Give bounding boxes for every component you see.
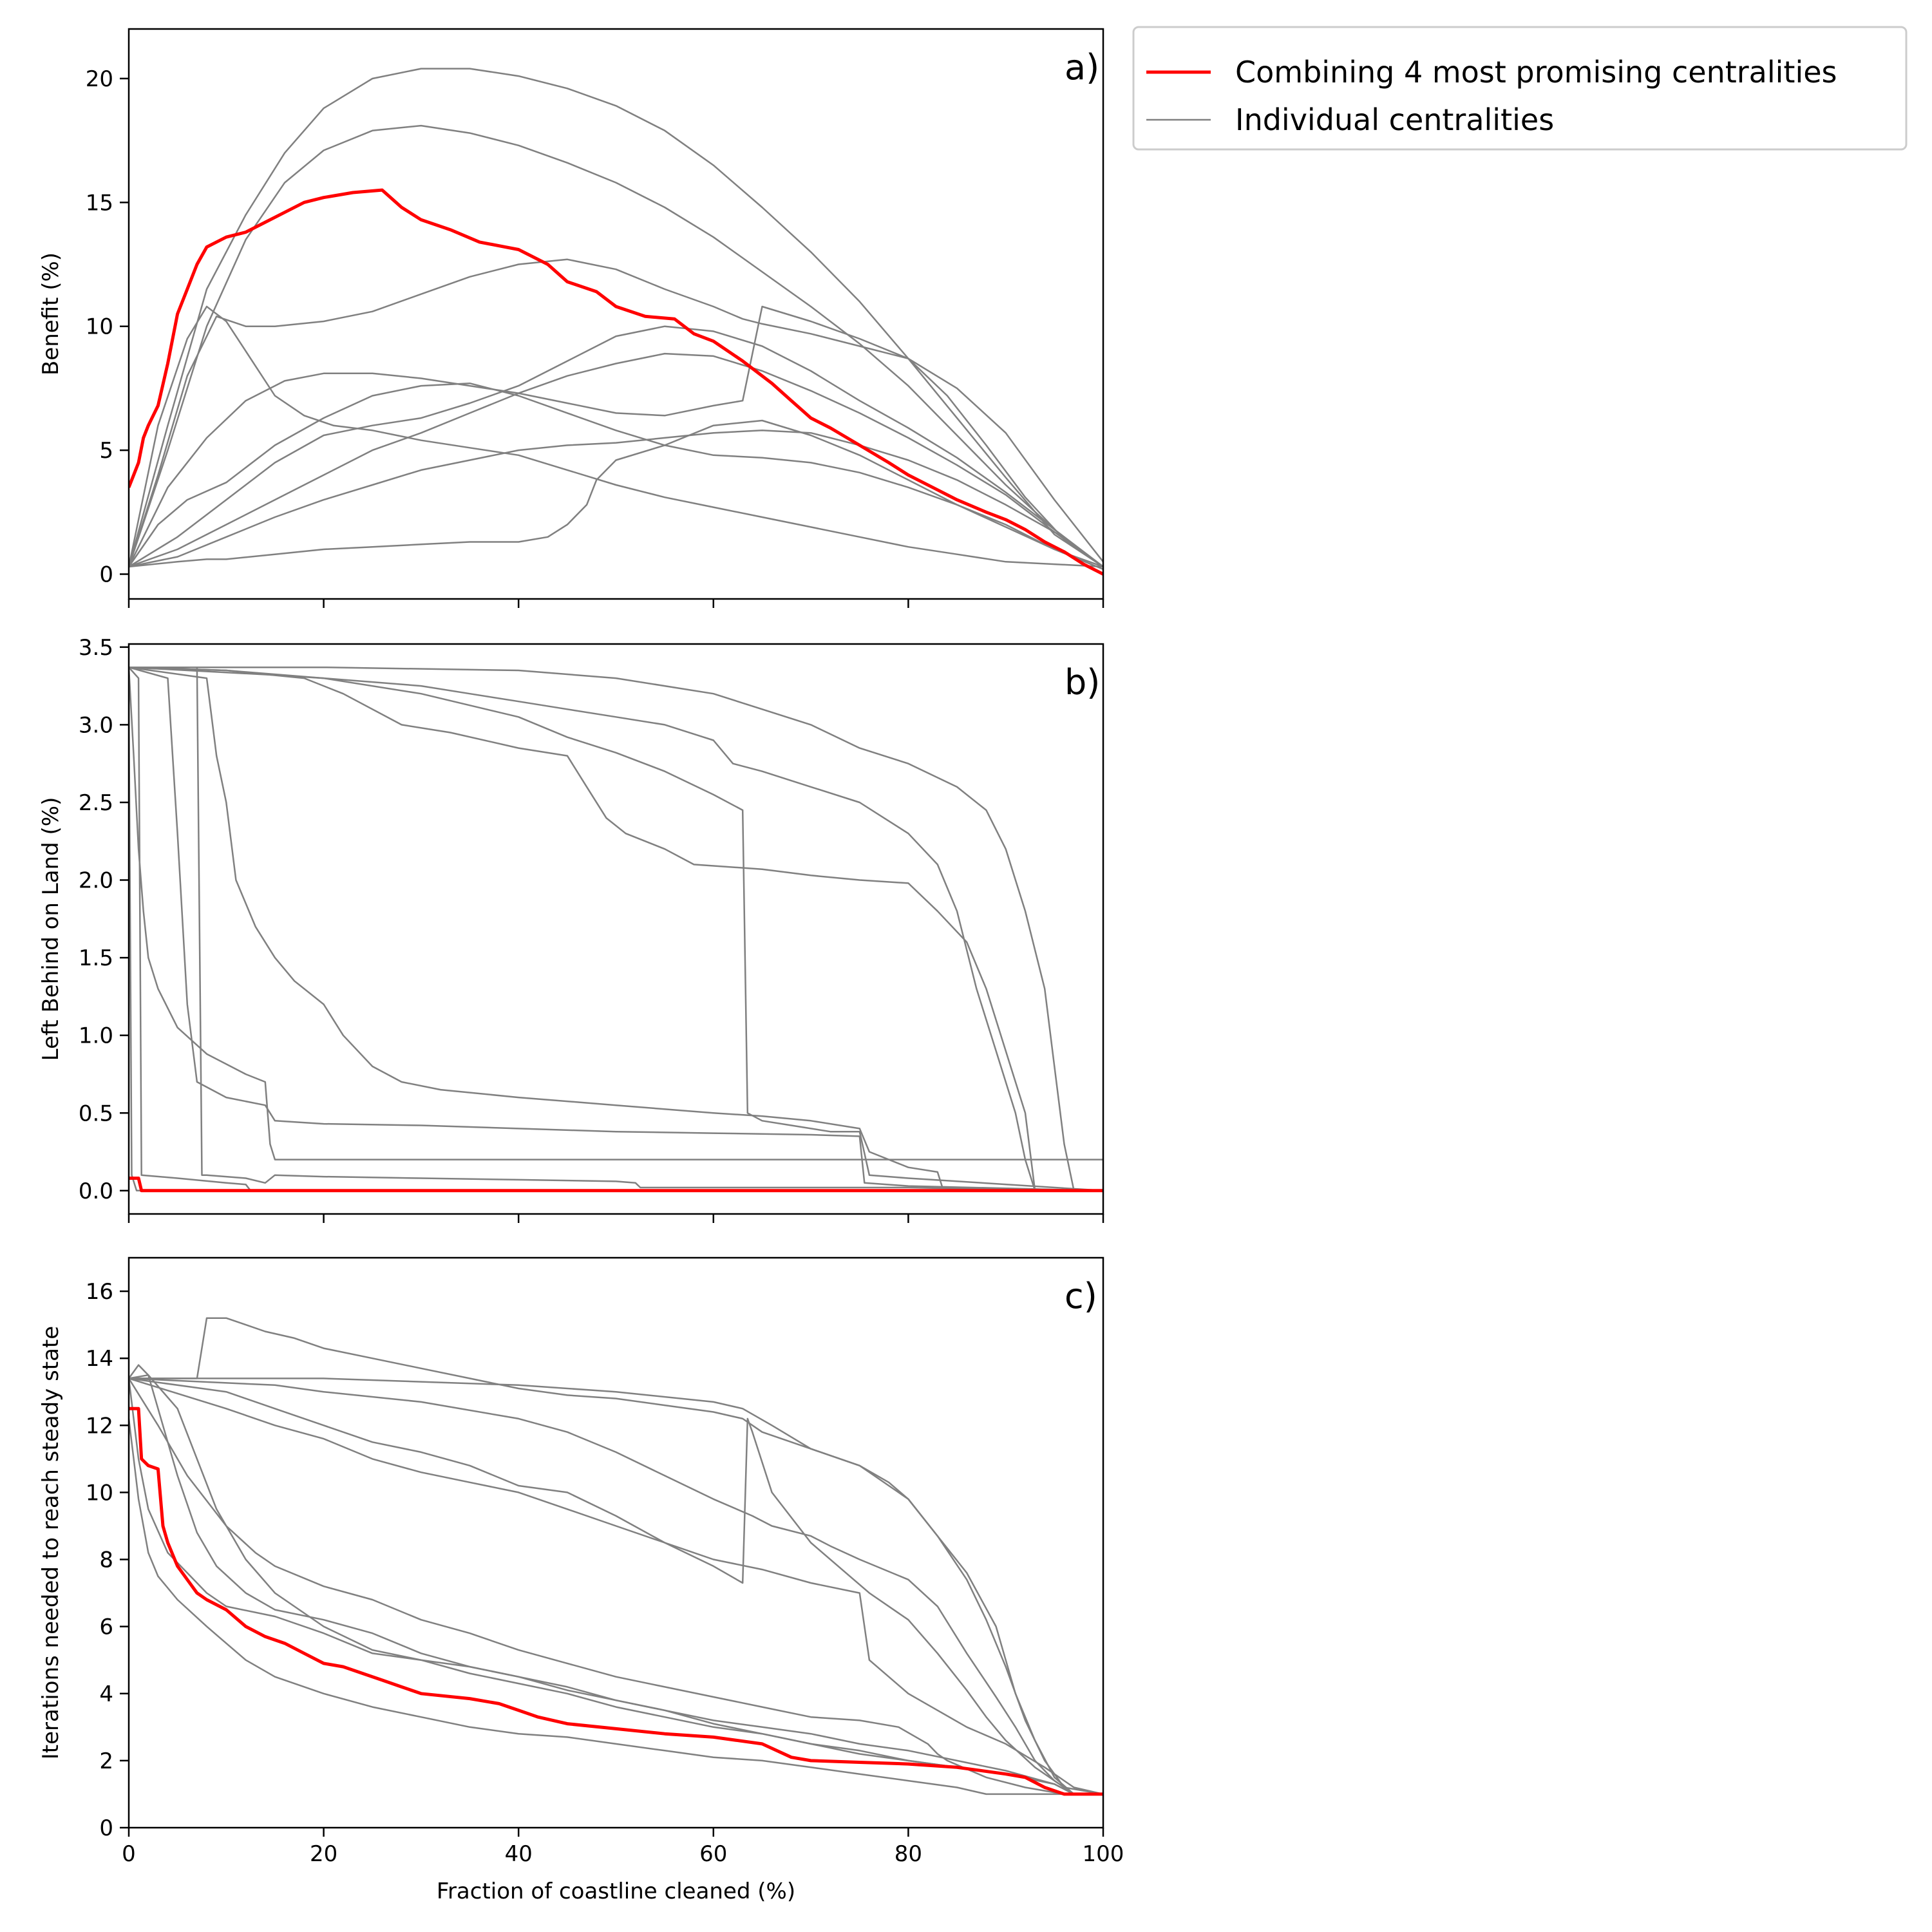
y-tick-label: 15 (86, 190, 113, 216)
panel-2-lines (129, 666, 1103, 1193)
y-tick-label: 10 (86, 314, 113, 340)
combined-centralities-line (129, 1177, 1103, 1193)
y-axis-label: Left Behind on Land (%) (38, 797, 64, 1061)
panel-1-lines (129, 68, 1103, 576)
individual-centrality-line-2 (129, 1378, 1103, 1795)
y-tick-label: 0.5 (79, 1101, 113, 1126)
panel-1-frame (128, 28, 1104, 600)
panel-label: b) (1065, 662, 1100, 703)
y-tick-label: 2.0 (79, 868, 113, 894)
panel-label: a) (1065, 47, 1099, 88)
individual-centrality-line-3 (129, 258, 1103, 567)
panel-label: c) (1065, 1276, 1097, 1316)
y-tick-label: 2.5 (79, 790, 113, 816)
panel-3-lines (129, 1317, 1103, 1796)
individual-centrality-line-8 (129, 667, 1103, 1160)
x-tick-label: 80 (895, 1841, 922, 1867)
y-axis-label: Iterations needed to reach steady state (38, 1326, 64, 1759)
individual-centrality-line-5 (129, 305, 1103, 568)
x-tick-label: 0 (122, 1841, 136, 1867)
y-tick-label: 5 (99, 438, 113, 464)
x-tick-label: 60 (699, 1841, 727, 1867)
individual-centrality-line-4 (129, 305, 1103, 568)
individual-centrality-line-1 (129, 666, 1103, 1192)
x-tick-label: 40 (505, 1841, 533, 1867)
individual-centrality-line-10 (129, 419, 1103, 568)
y-tick-label: 0 (99, 562, 113, 588)
legend: Combining 4 most promising centralities … (1132, 26, 1908, 151)
individual-centrality-line-6 (129, 382, 1103, 570)
panel-3: 0 20 40 60 80 100 0 2 4 6 8 10 12 14 16 Iterations need… (38, 1256, 1124, 1904)
individual-centrality-line-8 (129, 325, 1103, 568)
individual-centrality-line-4 (129, 1378, 1103, 1795)
individual-centrality-line-1 (129, 68, 1103, 568)
individual-centrality-line-9 (129, 430, 1103, 568)
individual-centrality-line-5 (129, 1378, 1103, 1795)
x-tick-label: 20 (310, 1841, 337, 1867)
legend-box (1132, 26, 1908, 151)
y-tick-label: 20 (86, 66, 113, 92)
combined-centralities-line (129, 188, 1103, 576)
y-tick-label: 0 (99, 1815, 113, 1841)
individual-centrality-line-1 (129, 1317, 1103, 1795)
combined-centralities-line (129, 1406, 1103, 1796)
x-axis-label: Fraction of coastline cleaned (%) (437, 1879, 795, 1904)
legend-label-combined: Combining 4 most promising centralities (1235, 55, 1837, 90)
panel-2: 0.0 0.5 1.0 1.5 2.0 2.5 3.0 3.5 Left Behind on L… (38, 635, 1104, 1223)
y-tick-label: 1.5 (79, 945, 113, 971)
individual-centrality-line-3 (129, 666, 1103, 1192)
y-tick-label: 10 (86, 1480, 113, 1506)
y-tick-label: 16 (86, 1279, 113, 1305)
individual-centrality-line-2 (129, 124, 1103, 567)
y-tick-label: 0.0 (79, 1179, 113, 1204)
y-tick-label: 2 (99, 1748, 113, 1774)
individual-centrality-line-4 (129, 666, 1103, 1192)
x-tick-label: 100 (1083, 1841, 1124, 1867)
y-tick-label: 4 (99, 1681, 113, 1707)
individual-centrality-line-7 (129, 666, 1103, 1192)
y-tick-label: 12 (86, 1413, 113, 1439)
y-tick-label: 3.5 (79, 635, 113, 661)
individual-centrality-line-10 (129, 1418, 1103, 1795)
y-axis-label: Benefit (%) (38, 252, 64, 375)
panel-1: 0 5 10 15 20 Benefit (%) a) (38, 28, 1104, 608)
individual-centrality-line-7 (129, 352, 1103, 568)
y-tick-label: 3.0 (79, 712, 113, 738)
y-tick-label: 8 (99, 1548, 113, 1573)
individual-centrality-line-6 (129, 666, 1103, 1192)
legend-label-individual: Individual centralities (1235, 102, 1554, 137)
y-tick-label: 1.0 (79, 1023, 113, 1049)
y-tick-label: 6 (99, 1615, 113, 1640)
individual-centrality-line-6 (129, 1378, 1103, 1795)
y-tick-label: 14 (86, 1346, 113, 1372)
panel-3-frame (128, 1256, 1104, 1829)
individual-centrality-line-2 (129, 666, 1103, 1192)
individual-centrality-line-3 (129, 1378, 1103, 1795)
panel-2-frame (128, 643, 1104, 1215)
individual-centrality-line-5 (129, 666, 1103, 1192)
